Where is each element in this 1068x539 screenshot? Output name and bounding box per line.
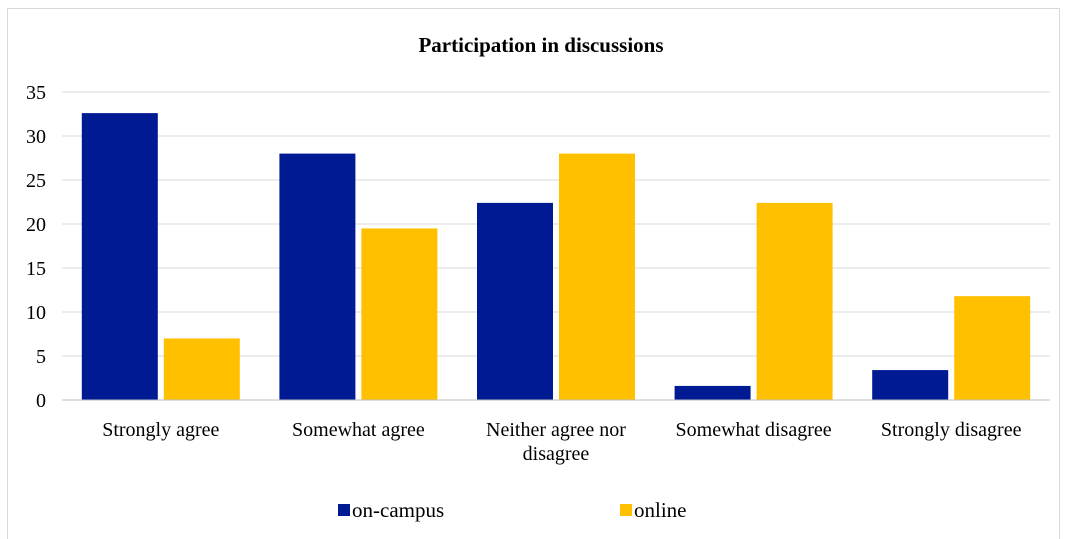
category-label: Neither agree nor disagree — [486, 419, 626, 465]
y-tick-label: 10 — [26, 302, 46, 324]
y-tick-label: 0 — [36, 390, 46, 412]
y-tick-label: 25 — [26, 170, 46, 192]
bar-on-campus-1 — [279, 153, 356, 400]
bar-on-campus-2 — [477, 202, 553, 400]
category-label: Strongly agree — [102, 419, 219, 441]
category-label: Strongly disagree — [881, 419, 1022, 441]
bar-on-campus-0 — [81, 113, 158, 401]
legend-label-on-campus: on-campus — [352, 498, 444, 522]
legend: on-campus online — [338, 498, 687, 522]
legend-swatch-on-campus — [338, 504, 350, 516]
category-labels: Strongly agree Somewhat agree Neither agre… — [102, 419, 1021, 465]
y-axis-tick-labels: 0 5 10 15 20 25 30 35 — [26, 82, 46, 412]
category-label-line: disagree — [523, 443, 590, 465]
bar-on-campus-3 — [674, 385, 751, 400]
y-tick-label: 35 — [26, 82, 46, 104]
y-tick-label: 30 — [26, 126, 46, 148]
category-label-line: Strongly agree — [102, 419, 219, 441]
category-label: Somewhat disagree — [676, 419, 832, 441]
legend-label-online: online — [634, 498, 687, 522]
category-label-line: Somewhat disagree — [676, 419, 832, 441]
gridlines — [62, 91, 1050, 357]
category-label: Somewhat agree — [292, 419, 425, 441]
category-label-line: Strongly disagree — [881, 419, 1022, 441]
y-tick-label: 20 — [26, 214, 46, 236]
category-label-line: Somewhat agree — [292, 419, 425, 441]
bar-online-4 — [954, 296, 1031, 400]
chart-title: Participation in discussions — [418, 33, 663, 57]
bars — [81, 113, 1031, 401]
bar-online-2 — [559, 153, 635, 400]
y-tick-label: 5 — [36, 346, 46, 368]
bar-online-3 — [756, 202, 833, 400]
bar-on-campus-4 — [872, 370, 949, 400]
y-tick-label: 15 — [26, 258, 46, 280]
bar-online-1 — [361, 228, 438, 400]
legend-swatch-online — [620, 504, 632, 516]
bar-online-0 — [163, 338, 240, 400]
category-label-line: Neither agree nor — [486, 419, 626, 441]
